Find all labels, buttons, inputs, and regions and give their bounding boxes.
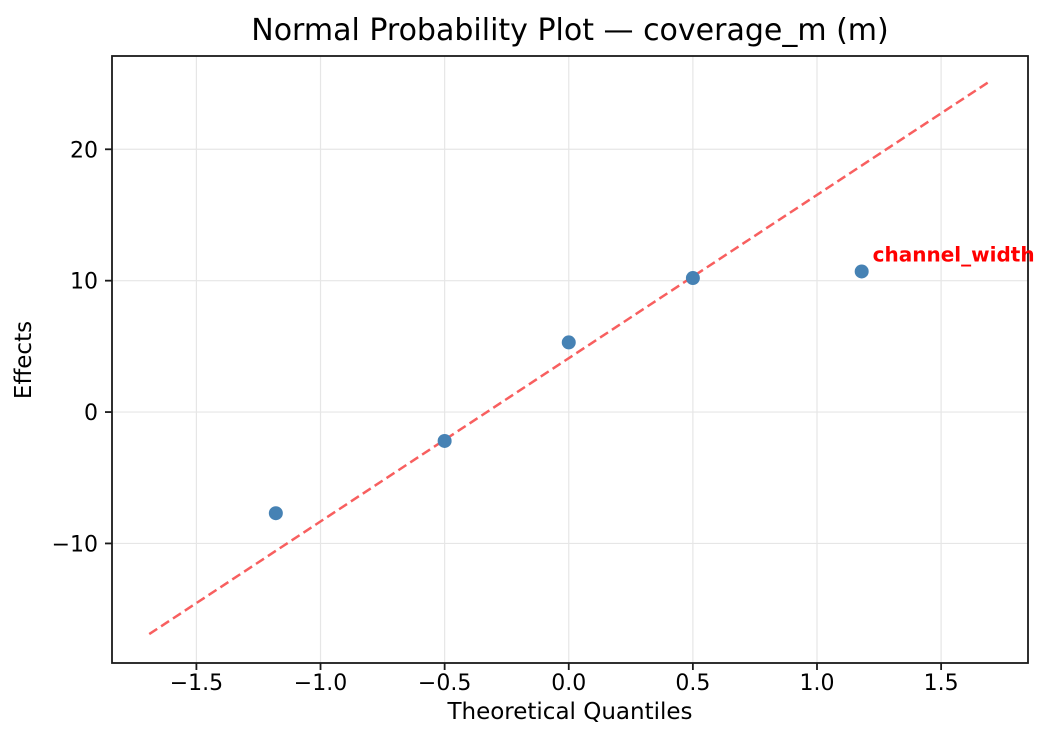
- y-tick-label: 0: [84, 401, 98, 426]
- annotation-layer: channel_width: [873, 242, 1035, 266]
- x-tick-label: 0.5: [675, 671, 710, 696]
- y-axis-label: Effects: [11, 321, 37, 399]
- effect-annotation-label: channel_width: [873, 242, 1035, 266]
- fit-line-layer: [148, 81, 989, 636]
- x-tick-label: 1.0: [799, 671, 834, 696]
- grid-layer: [112, 56, 1028, 663]
- y-tick-label: −10: [52, 532, 98, 557]
- chart-title: Normal Probability Plot — coverage_m (m): [251, 13, 889, 48]
- x-tick-label: −1.0: [294, 671, 347, 696]
- x-tick-label: −1.5: [170, 671, 223, 696]
- tick-layer: −1.5 −1.0 −0.5 0.0 0.5 1.0 1.5 −10 0 10 20: [52, 138, 959, 696]
- x-axis-label: Theoretical Quantiles: [446, 699, 692, 725]
- y-tick-label: 10: [70, 270, 98, 295]
- plot-frame: [111, 55, 1029, 664]
- data-point: [437, 433, 452, 448]
- data-point: [685, 271, 700, 286]
- data-point-layer: [268, 264, 869, 521]
- data-point: [854, 264, 869, 279]
- fit-line: [148, 81, 989, 636]
- data-point: [561, 335, 576, 350]
- data-point: [268, 506, 283, 521]
- x-tick-label: 0.0: [551, 671, 586, 696]
- x-tick-label: −0.5: [418, 671, 471, 696]
- x-tick-label: 1.5: [924, 671, 959, 696]
- y-tick-label: 20: [70, 138, 98, 163]
